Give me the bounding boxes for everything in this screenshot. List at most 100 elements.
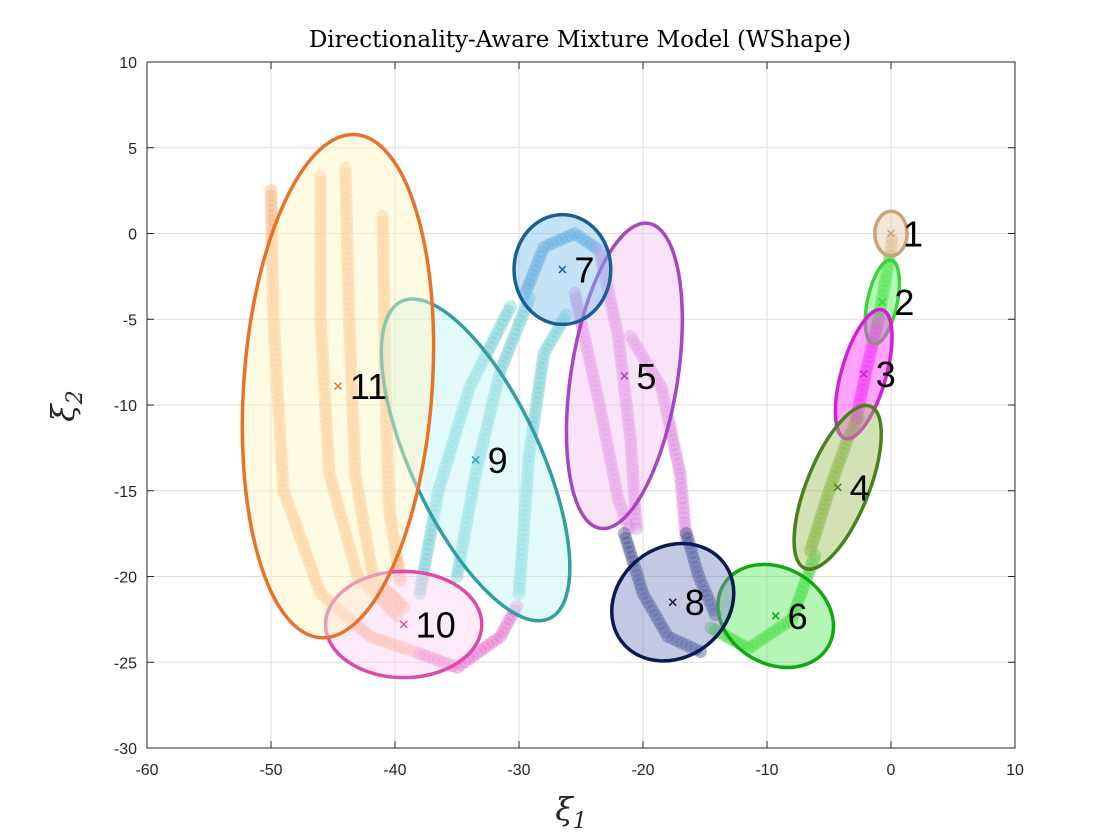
trajectory-point <box>516 528 530 542</box>
trajectory-point <box>348 560 362 574</box>
trajectory-point <box>290 521 304 535</box>
trajectory-point <box>415 577 429 591</box>
trajectory-point <box>465 486 479 500</box>
trajectory-point <box>579 335 593 349</box>
trajectory-point <box>518 498 532 512</box>
trajectory-point <box>316 362 330 376</box>
trajectory-point <box>624 437 638 451</box>
trajectory-point <box>368 631 382 645</box>
trajectory-point <box>346 402 360 416</box>
trajectory-point <box>672 462 686 476</box>
trajectory-point <box>266 302 280 316</box>
trajectory-point <box>503 612 517 626</box>
trajectory-point <box>675 636 689 650</box>
trajectory-point <box>346 397 360 411</box>
trajectory-point <box>576 232 590 246</box>
trajectory-point <box>347 442 361 456</box>
trajectory-point <box>614 354 628 368</box>
trajectory-point <box>314 216 328 230</box>
trajectory-point <box>795 585 809 599</box>
trajectory-point <box>462 381 476 395</box>
trajectory-point <box>408 645 422 659</box>
trajectory-point <box>339 166 353 180</box>
y-tick-label: -25 <box>114 655 137 672</box>
trajectory-point <box>519 494 533 508</box>
trajectory-point <box>431 654 445 668</box>
trajectory-point <box>341 535 355 549</box>
trajectory-point <box>605 301 619 315</box>
trajectory-point <box>649 372 663 386</box>
trajectory-point <box>863 350 877 364</box>
component-label: 10 <box>416 605 456 646</box>
trajectory-point <box>559 308 573 322</box>
trajectory-point <box>586 369 600 383</box>
trajectory-point <box>475 442 489 456</box>
trajectory-point <box>272 408 286 422</box>
trajectory-point <box>380 435 394 449</box>
trajectory-point <box>616 369 630 383</box>
trajectory-point <box>274 448 288 462</box>
trajectory-point <box>467 372 481 386</box>
trajectory-point <box>615 502 629 516</box>
trajectory-point <box>297 540 311 554</box>
trajectory-point <box>376 244 390 258</box>
trajectory-point <box>314 200 328 214</box>
trajectory-point <box>305 563 319 577</box>
trajectory-point <box>343 342 357 356</box>
trajectory-point <box>518 503 532 517</box>
trajectory-point <box>602 448 616 462</box>
trajectory-point <box>272 413 286 427</box>
trajectory-point <box>670 452 684 466</box>
trajectory-point <box>501 346 515 360</box>
trajectory-point <box>440 454 454 468</box>
trajectory-point <box>476 354 490 368</box>
trajectory-point <box>531 254 545 268</box>
trajectory-point <box>314 246 328 260</box>
trajectory-point <box>270 373 284 387</box>
svg-text:ξ2: ξ2 <box>44 390 88 422</box>
trajectory-point <box>627 559 641 573</box>
trajectory-point <box>611 329 625 343</box>
trajectory-point <box>421 543 435 557</box>
trajectory-point <box>315 342 329 356</box>
trajectory-point <box>314 266 328 280</box>
trajectory-point <box>529 259 543 273</box>
trajectory-point <box>855 383 869 397</box>
trajectory-point <box>499 350 513 364</box>
trajectory-point <box>609 320 623 334</box>
trajectory-point <box>292 526 306 540</box>
trajectory-point <box>454 550 468 564</box>
trajectory-point <box>512 582 526 596</box>
trajectory-point <box>347 555 361 569</box>
trajectory-point <box>314 221 328 235</box>
trajectory-point <box>655 381 669 395</box>
trajectory-point <box>274 443 288 457</box>
trajectory-point <box>330 496 344 510</box>
trajectory-point <box>381 481 395 495</box>
trajectory-point <box>462 506 476 520</box>
trajectory-point <box>437 464 451 478</box>
trajectory-point <box>476 437 490 451</box>
trajectory-point <box>597 418 611 432</box>
trajectory-point <box>480 418 494 432</box>
trajectory-point <box>393 597 407 611</box>
trajectory-point <box>528 405 542 419</box>
trajectory-point <box>824 479 838 493</box>
trajectory-point <box>469 467 483 481</box>
trajectory-point <box>478 641 492 655</box>
trajectory-point <box>808 530 822 544</box>
trajectory-point <box>380 450 394 464</box>
trajectory-point <box>318 397 332 411</box>
trajectory-point <box>636 587 650 601</box>
trajectory-point <box>625 447 639 461</box>
trajectory-point <box>519 484 533 498</box>
trajectory-point <box>403 643 417 657</box>
trajectory-point <box>336 606 350 620</box>
x-tick-label: 10 <box>1006 762 1024 779</box>
trajectory-point <box>624 432 638 446</box>
component-label: 5 <box>636 356 656 397</box>
trajectory-point <box>529 400 543 414</box>
trajectory-point <box>351 481 365 495</box>
trajectory-point <box>484 403 498 417</box>
trajectory-point <box>266 278 280 292</box>
